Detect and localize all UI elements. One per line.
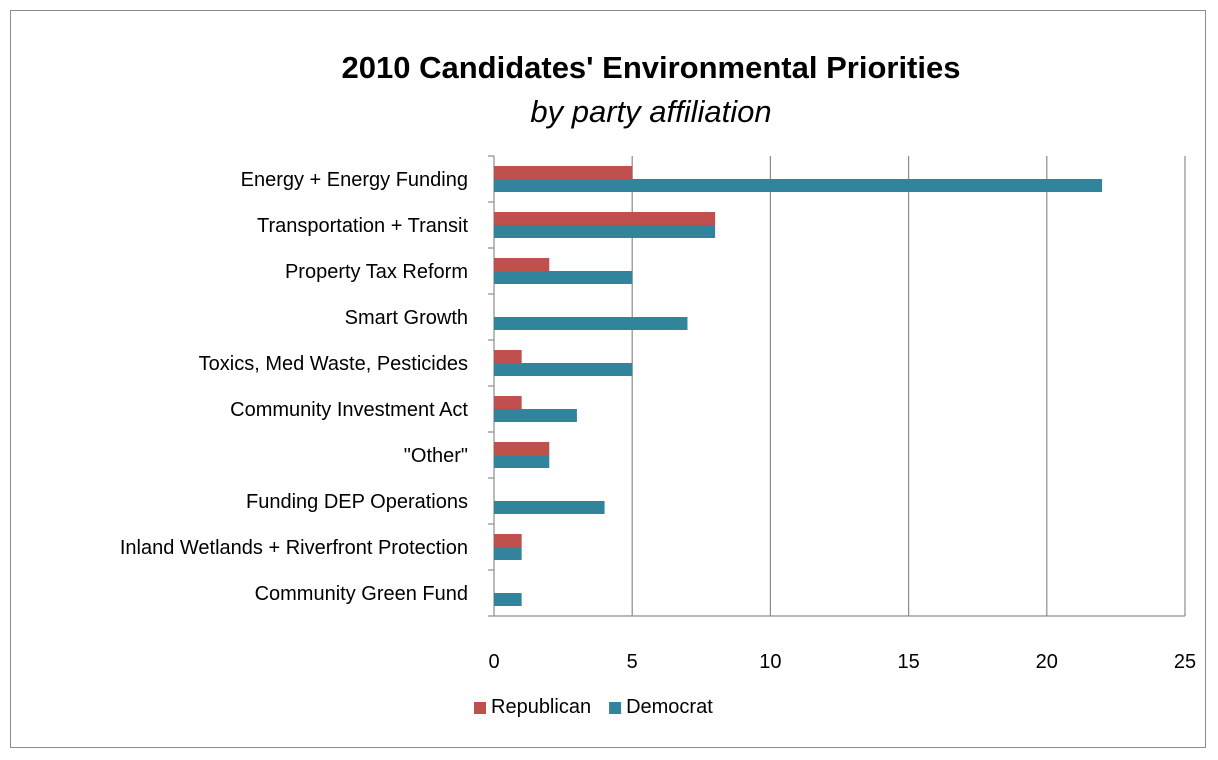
chart-subtitle: by party affiliation [530,94,771,129]
category-label-0: Energy + Energy Funding [241,169,468,191]
bar-democrat-0 [494,179,1103,192]
category-label-8: Inland Wetlands + Riverfront Protection [120,537,468,559]
category-label-4: Toxics, Med Waste, Pesticides [199,353,468,375]
chart-svg: 2010 Candidates' Environmental Prioritie… [120,50,1196,718]
bar-republican-0 [494,166,633,179]
x-tick-15: 15 [897,651,919,673]
legend-swatch-republican [474,702,486,714]
legend-swatch-democrat [609,702,622,714]
legend-label-republican: Republican [491,696,591,718]
x-tick-20: 20 [1036,651,1058,673]
category-label-7: Funding DEP Operations [246,491,468,513]
x-tick-5: 5 [627,651,638,673]
chart-title: 2010 Candidates' Environmental Prioritie… [342,50,961,85]
category-label-3: Smart Growth [345,307,468,329]
x-tick-25: 25 [1174,651,1196,673]
legend: Republican Democrat [474,696,713,718]
bar-republican-6 [494,442,550,455]
category-label-1: Transportation + Transit [257,215,468,237]
category-label-5: Community Investment Act [230,399,468,421]
bar-democrat-9 [494,593,522,606]
x-tick-10: 10 [759,651,781,673]
bar-republican-2 [494,258,550,271]
chart-frame: 2010 Candidates' Environmental Prioritie… [10,10,1206,748]
bar-democrat-8 [494,547,522,560]
x-tick-0: 0 [488,651,499,673]
category-label-6: "Other" [404,445,468,467]
category-labels: Energy + Energy Funding Transportation + … [120,169,469,605]
bar-democrat-1 [494,225,716,238]
bar-democrat-3 [494,317,688,330]
bar-republican-1 [494,212,716,225]
legend-label-democrat: Democrat [626,696,713,718]
bar-republican-4 [494,350,522,363]
category-label-2: Property Tax Reform [285,261,468,283]
bar-democrat-2 [494,271,633,284]
bar-democrat-5 [494,409,577,422]
bars-layer [494,166,1103,606]
bar-democrat-6 [494,455,550,468]
category-label-9: Community Green Fund [255,583,468,605]
bar-republican-5 [494,396,522,409]
bar-democrat-7 [494,501,605,514]
bar-republican-8 [494,534,522,547]
x-tick-labels: 0 5 10 15 20 25 [488,651,1196,673]
bar-democrat-4 [494,363,633,376]
